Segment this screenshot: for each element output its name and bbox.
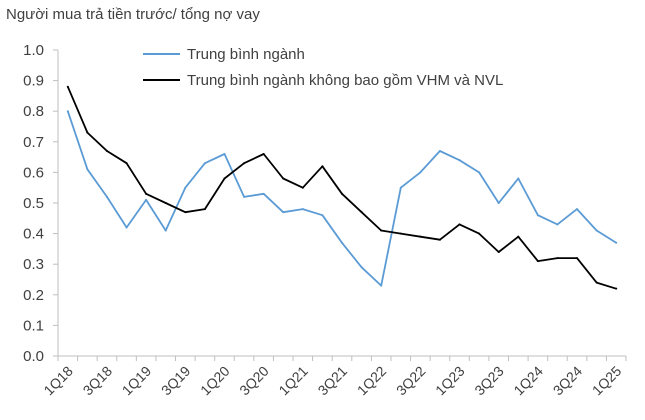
legend-label-1: Trung bình ngành (187, 46, 305, 63)
data-point (125, 226, 128, 229)
data-point (341, 241, 343, 244)
data-point (223, 177, 226, 180)
data-point (536, 214, 539, 217)
data-point (615, 241, 618, 244)
data-point (184, 211, 187, 214)
y-tick-label: 1.0 (23, 42, 44, 59)
data-point (164, 229, 167, 232)
y-tick-label: 0.4 (23, 226, 44, 243)
y-tick-label: 0.9 (23, 73, 44, 90)
legend: Trung bình ngành Trung bình ngành không b… (143, 46, 503, 89)
data-point (66, 85, 69, 88)
data-point (458, 159, 461, 162)
data-point (164, 202, 167, 204)
data-point (203, 208, 206, 211)
x-tick-label: 3Q24 (550, 363, 586, 399)
series-line-1 (66, 110, 617, 287)
data-point (615, 287, 618, 290)
y-tick-label: 0.7 (23, 134, 44, 151)
x-axis: 1Q18 3Q18 1Q19 3Q19 1Q20 3Q20 1Q21 3Q21 1Q22 3Q22… (40, 355, 627, 399)
data-point (321, 165, 324, 168)
data-point (105, 195, 108, 198)
data-point (556, 223, 559, 226)
y-tick-label: 0.6 (23, 164, 44, 181)
series-points-2 (66, 85, 618, 290)
data-point (556, 257, 559, 260)
data-point (321, 214, 324, 217)
legend-label-2: Trung bình ngành không bao gồm VHM và NV… (187, 72, 503, 89)
x-tick-label: 3Q19 (158, 363, 194, 399)
data-point (243, 162, 246, 165)
x-tick-label: 1Q23 (432, 363, 468, 399)
data-point (419, 171, 422, 174)
data-point (517, 235, 520, 238)
x-tick-label: 1Q20 (197, 363, 233, 399)
x-tick-label: 3Q21 (315, 363, 351, 399)
data-point (478, 232, 481, 235)
y-tick-label: 0.5 (23, 195, 44, 212)
data-point (380, 284, 383, 287)
y-tick-label: 0.3 (23, 256, 44, 273)
data-point (438, 238, 441, 241)
data-point (360, 211, 363, 214)
x-tick-label: 3Q18 (80, 363, 116, 399)
x-tick-label: 3Q22 (393, 363, 429, 399)
data-point (478, 171, 481, 174)
y-tick-label: 0.0 (23, 348, 44, 365)
x-tick-label: 3Q20 (236, 363, 272, 399)
data-point (360, 266, 363, 269)
series-points-1 (66, 110, 618, 287)
data-point (282, 211, 285, 214)
data-point (301, 208, 304, 211)
data-point (419, 235, 422, 238)
x-tick-label: 1Q24 (510, 363, 546, 399)
data-point (262, 153, 265, 156)
y-axis: 0.0 0.1 0.2 0.3 0.4 0.5 0.6 0.7 0.8 0.9 1.0 (23, 42, 59, 365)
data-point (399, 186, 402, 189)
data-point (438, 149, 441, 152)
data-point (517, 177, 520, 180)
data-point (86, 168, 89, 171)
data-point (595, 281, 598, 284)
data-point (282, 177, 285, 180)
data-point (105, 149, 108, 152)
chart-title: Người mua trả tiền trước/ tổng nợ vay (6, 6, 260, 23)
data-point (458, 223, 461, 226)
data-point (203, 162, 206, 165)
x-tick-label: 1Q22 (354, 363, 390, 399)
data-point (497, 250, 500, 253)
data-point (301, 186, 304, 189)
series-layer (66, 85, 618, 290)
series-line-2 (66, 86, 617, 290)
data-point (497, 202, 500, 204)
data-point (125, 162, 128, 165)
data-point (536, 260, 539, 263)
data-point (223, 153, 226, 156)
data-point (595, 229, 598, 232)
x-tick-label: 1Q19 (119, 363, 155, 399)
data-point (145, 192, 148, 195)
data-point (399, 232, 402, 235)
data-point (380, 229, 383, 232)
y-tick-label: 0.1 (23, 317, 44, 334)
x-tick-label: 3Q23 (471, 363, 507, 399)
x-tick-label: 1Q18 (40, 363, 76, 399)
data-point (341, 192, 343, 195)
y-tick-label: 0.2 (23, 287, 44, 304)
data-point (576, 257, 579, 260)
x-tick-label: 1Q21 (275, 363, 311, 399)
data-point (66, 110, 69, 113)
data-point (262, 192, 265, 195)
data-point (86, 131, 89, 134)
y-tick-label: 0.8 (23, 103, 44, 120)
data-point (243, 195, 246, 198)
x-tick-label: 1Q25 (589, 363, 625, 399)
data-point (184, 186, 187, 189)
data-point (145, 198, 148, 201)
data-point (576, 208, 579, 211)
